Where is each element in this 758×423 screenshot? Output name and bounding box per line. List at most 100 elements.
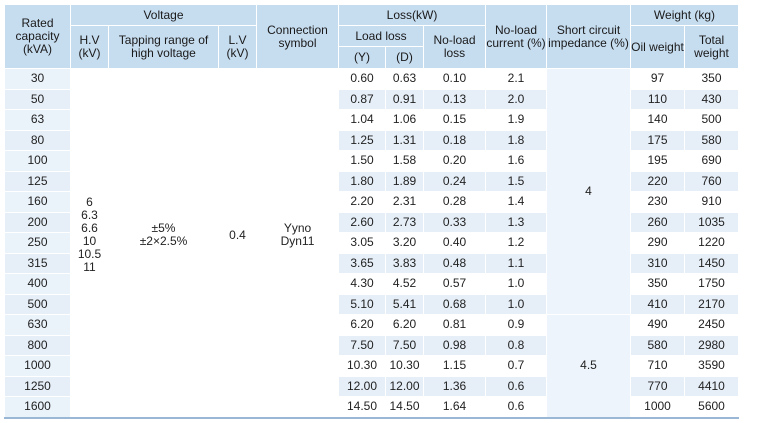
cell-oil-weight: 175 bbox=[630, 129, 685, 151]
cell-load-loss-d: 1.06 bbox=[385, 109, 424, 131]
cell-load-loss-y: 4.30 bbox=[338, 273, 386, 295]
connection-value: Yyno bbox=[283, 220, 312, 235]
cell-total-weight: 500 bbox=[684, 109, 739, 131]
cell-load-loss-d: 3.20 bbox=[385, 232, 424, 254]
table-header: Rated capacity (kVA) Voltage Connection … bbox=[4, 4, 739, 69]
header-lv: L.V (kV) bbox=[218, 25, 257, 69]
transformer-spec-table: Rated capacity (kVA) Voltage Connection … bbox=[4, 4, 739, 419]
cell-load-loss-d: 1.31 bbox=[385, 129, 424, 151]
table-row: 315 3.65 3.83 0.48 1.1 310 1450 bbox=[4, 252, 739, 274]
cell-no-load-loss: 0.20 bbox=[423, 150, 486, 172]
cell-load-loss-y: 1.04 bbox=[338, 109, 386, 131]
cell-oil-weight: 140 bbox=[630, 109, 685, 131]
cell-capacity: 30 bbox=[4, 68, 71, 90]
cell-capacity: 50 bbox=[4, 88, 71, 110]
cell-no-load-current: 1.0 bbox=[485, 293, 547, 315]
hv-value: 10 bbox=[82, 233, 97, 248]
header-no-load-loss: No-load loss bbox=[423, 25, 486, 69]
table-row: 50 6 6.3 6.6 10 10.5 11 ±5% ±2×2.5% 0.4 Yyno Dyn11 0… bbox=[4, 88, 739, 418]
cell-no-load-current: 0.6 bbox=[485, 375, 547, 397]
cell-load-loss-y: 6.20 bbox=[338, 314, 386, 336]
hv-value: 6.6 bbox=[81, 220, 98, 235]
cell-oil-weight: 97 bbox=[630, 68, 685, 90]
cell-impedance-group-2: 4.5 bbox=[546, 314, 631, 418]
cell-load-loss-d: 6.20 bbox=[385, 314, 424, 336]
cell-no-load-current: 0.7 bbox=[485, 355, 547, 377]
table-row: 30 0.60 0.63 0.10 2.1 4 97 350 bbox=[4, 68, 739, 315]
cell-no-load-loss: 1.36 bbox=[423, 375, 486, 397]
cell-total-weight: 5600 bbox=[684, 396, 739, 418]
cell-no-load-loss: 0.57 bbox=[423, 273, 486, 295]
cell-oil-weight: 260 bbox=[630, 211, 685, 233]
cell-capacity: 315 bbox=[4, 252, 71, 274]
cell-oil-weight: 710 bbox=[630, 355, 685, 377]
cell-no-load-loss: 0.15 bbox=[423, 109, 486, 131]
table-row: 1600 14.50 14.50 1.64 0.6 1000 5600 bbox=[4, 396, 739, 418]
cell-connection-values: Yyno Dyn11 bbox=[256, 88, 339, 418]
cell-oil-weight: 195 bbox=[630, 150, 685, 172]
cell-lv-blank bbox=[218, 68, 257, 90]
hv-value: 10.5 bbox=[77, 246, 102, 261]
cell-total-weight: 2980 bbox=[684, 334, 739, 356]
cell-load-loss-d: 1.89 bbox=[385, 170, 424, 192]
cell-capacity: 200 bbox=[4, 211, 71, 233]
cell-no-load-current: 2.1 bbox=[485, 68, 547, 90]
cell-no-load-loss: 0.13 bbox=[423, 88, 486, 110]
cell-load-loss-d: 3.83 bbox=[385, 252, 424, 274]
cell-no-load-loss: 1.15 bbox=[423, 355, 486, 377]
hv-value: 11 bbox=[83, 259, 96, 274]
cell-oil-weight: 310 bbox=[630, 252, 685, 274]
cell-no-load-loss: 0.33 bbox=[423, 211, 486, 233]
cell-no-load-loss: 0.68 bbox=[423, 293, 486, 315]
cell-load-loss-d: 12.00 bbox=[385, 375, 424, 397]
spec-table-container: Rated capacity (kVA) Voltage Connection … bbox=[4, 4, 739, 419]
cell-total-weight: 430 bbox=[684, 88, 739, 110]
cell-no-load-current: 0.9 bbox=[485, 314, 547, 336]
header-no-load-current: No-load current (%) bbox=[485, 4, 547, 69]
header-tapping-range: Tapping range of high voltage bbox=[108, 25, 219, 69]
cell-load-loss-d: 14.50 bbox=[385, 396, 424, 418]
cell-no-load-current: 1.2 bbox=[485, 232, 547, 254]
cell-total-weight: 1035 bbox=[684, 211, 739, 233]
cell-oil-weight: 410 bbox=[630, 293, 685, 315]
cell-hv-values: 6 6.3 6.6 10 10.5 11 bbox=[70, 88, 109, 418]
cell-capacity: 1250 bbox=[4, 375, 71, 397]
table-row: 80 1.25 1.31 0.18 1.8 175 580 bbox=[4, 129, 739, 151]
cell-total-weight: 3590 bbox=[684, 355, 739, 377]
cell-load-loss-d: 5.41 bbox=[385, 293, 424, 315]
cell-oil-weight: 490 bbox=[630, 314, 685, 336]
header-load-loss-y: (Y) bbox=[338, 46, 386, 69]
cell-total-weight: 1750 bbox=[684, 273, 739, 295]
cell-oil-weight: 220 bbox=[630, 170, 685, 192]
cell-load-loss-y: 3.65 bbox=[338, 252, 386, 274]
table-row: 800 7.50 7.50 0.98 0.8 580 2980 bbox=[4, 334, 739, 356]
cell-no-load-current: 1.1 bbox=[485, 252, 547, 274]
cell-capacity: 800 bbox=[4, 334, 71, 356]
cell-capacity: 630 bbox=[4, 314, 71, 336]
hv-value: 6 bbox=[86, 194, 93, 209]
cell-oil-weight: 230 bbox=[630, 191, 685, 213]
cell-oil-weight: 1000 bbox=[630, 396, 685, 418]
cell-capacity: 160 bbox=[4, 191, 71, 213]
cell-total-weight: 1450 bbox=[684, 252, 739, 274]
table-row: 400 4.30 4.52 0.57 1.0 350 1750 bbox=[4, 273, 739, 295]
cell-total-weight: 2170 bbox=[684, 293, 739, 315]
cell-no-load-loss: 1.64 bbox=[423, 396, 486, 418]
cell-no-load-loss: 0.98 bbox=[423, 334, 486, 356]
cell-no-load-loss: 0.18 bbox=[423, 129, 486, 151]
cell-no-load-loss: 0.24 bbox=[423, 170, 486, 192]
cell-no-load-loss: 0.81 bbox=[423, 314, 486, 336]
cell-lv-value: 0.4 bbox=[218, 88, 257, 418]
cell-load-loss-d: 2.73 bbox=[385, 211, 424, 233]
cell-no-load-loss: 0.48 bbox=[423, 252, 486, 274]
header-hv: H.V (kV) bbox=[70, 25, 109, 69]
cell-connection-blank bbox=[256, 68, 339, 90]
cell-no-load-loss: 0.40 bbox=[423, 232, 486, 254]
cell-no-load-loss: 0.10 bbox=[423, 68, 486, 90]
cell-load-loss-y: 1.50 bbox=[338, 150, 386, 172]
cell-load-loss-y: 2.60 bbox=[338, 211, 386, 233]
cell-total-weight: 350 bbox=[684, 68, 739, 90]
cell-total-weight: 760 bbox=[684, 170, 739, 192]
cell-oil-weight: 770 bbox=[630, 375, 685, 397]
header-weight: Weight (kg) bbox=[630, 4, 739, 26]
